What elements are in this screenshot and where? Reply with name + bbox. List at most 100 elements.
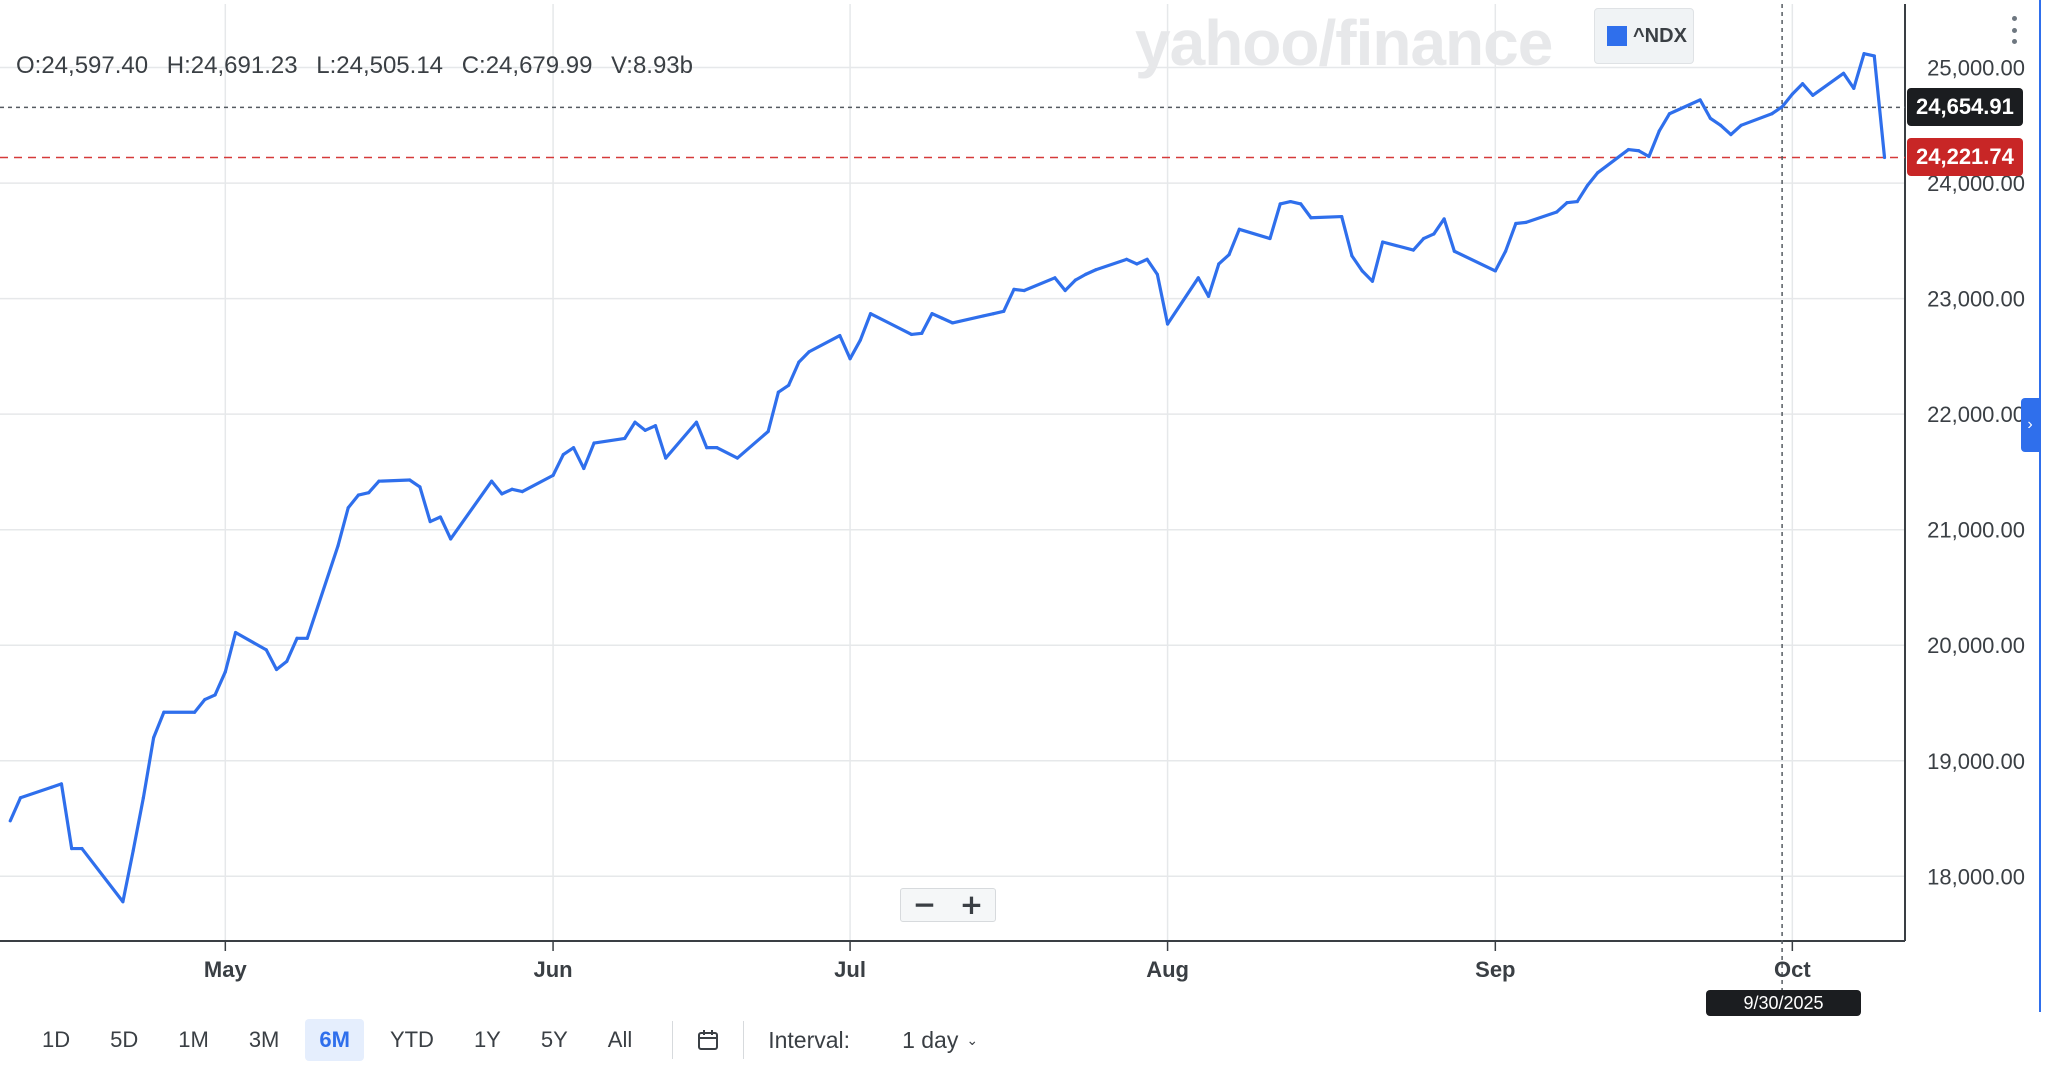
price-line-segment (1780, 92, 1794, 109)
toolbar-divider (743, 1021, 745, 1059)
volume-value: V:8.93b (611, 52, 693, 79)
price-line-segment (418, 485, 432, 524)
price-line-segment (848, 338, 862, 361)
price-line-segment (1155, 272, 1170, 326)
x-tick-label: Jul (834, 957, 866, 982)
price-line-segment (838, 333, 852, 361)
x-tick-label: May (204, 957, 248, 982)
range-all-button[interactable]: All (594, 1019, 646, 1061)
price-line-segment (797, 350, 811, 364)
price-line-segment (1729, 123, 1743, 137)
low-value: L:24,505.14 (316, 52, 444, 79)
price-line-segment (807, 333, 842, 354)
price-line-segment (1053, 276, 1067, 293)
range-6m-button[interactable]: 6M (305, 1019, 364, 1061)
price-line-segment (510, 487, 524, 494)
price-line-segment (664, 420, 699, 460)
kebab-menu-icon[interactable] (2008, 16, 2020, 44)
price-line-segment (367, 479, 381, 495)
price-line-segment (264, 648, 279, 672)
price-line-segment (920, 312, 934, 335)
price-line-segment (950, 314, 985, 325)
price-line-segment (336, 506, 350, 548)
price-line-segment (1227, 227, 1241, 257)
price-line-segment (1145, 257, 1159, 276)
price-line-segment (1811, 71, 1846, 97)
price-line-segment (49, 782, 64, 789)
price-line-segment (858, 312, 873, 342)
price-line-segment (408, 478, 422, 489)
price-line-segment (694, 420, 709, 450)
range-ytd-button[interactable]: YTD (376, 1019, 448, 1061)
price-line-segment (8, 796, 23, 823)
range-1m-button[interactable]: 1M (164, 1019, 223, 1061)
price-line-segment (981, 312, 996, 318)
high-value: H:24,691.23 (166, 52, 298, 79)
price-line-segment (1841, 71, 1856, 90)
price-line-segment (1411, 236, 1426, 252)
price-line-segment (1135, 257, 1149, 266)
price-line-segment (1432, 217, 1446, 236)
price-line-segment (1381, 240, 1415, 252)
price-line-segment (1125, 257, 1139, 266)
price-line-segment (1084, 268, 1098, 276)
price-line-segment (1165, 276, 1200, 326)
price-line-segment (1647, 129, 1661, 159)
price-line-segment (233, 630, 268, 652)
price-line-segment (449, 479, 494, 541)
price-series (8, 52, 1887, 904)
price-line-segment (1626, 147, 1641, 153)
price-line-segment (1565, 199, 1579, 205)
price-line-segment (1790, 82, 1805, 96)
legend-label: ^NDX (1633, 24, 1687, 47)
legend-swatch (1607, 26, 1627, 46)
range-5d-button[interactable]: 5D (96, 1019, 152, 1061)
price-line-segment (141, 736, 156, 800)
price-line-segment (1094, 257, 1129, 272)
chevron-down-icon: ⌄ (966, 1031, 979, 1048)
y-tick-label: 22,000.00 (1927, 402, 2025, 427)
range-1y-button[interactable]: 1Y (460, 1019, 515, 1061)
price-line-segment (1442, 217, 1456, 253)
close-value: C:24,679.99 (461, 52, 593, 79)
y-tick-label: 23,000.00 (1927, 287, 2025, 312)
zoom-in-button[interactable]: + (948, 889, 995, 921)
price-line-segment (1309, 214, 1344, 220)
price-line-segment (1063, 278, 1078, 293)
price-line-segment (1012, 287, 1026, 293)
price-line-segment (633, 420, 647, 432)
y-tick-label: 25,000.00 (1927, 56, 2025, 81)
interval-dropdown[interactable]: 1 day ⌄ (896, 1026, 984, 1055)
price-line-segment (428, 515, 443, 524)
price-line-segment (1350, 254, 1364, 273)
price-line-segment (623, 420, 637, 441)
price-line-segment (582, 441, 596, 471)
range-1d-button[interactable]: 1D (28, 1019, 84, 1061)
price-line-segment (1237, 227, 1272, 241)
price-line-segment (1360, 269, 1375, 283)
price-line-segment (192, 697, 207, 714)
zoom-out-button[interactable]: − (901, 889, 948, 921)
x-tick-label: Aug (1146, 957, 1189, 982)
series-legend[interactable]: ^NDX (1594, 8, 1694, 64)
price-line-segment (152, 710, 166, 740)
range-3m-button[interactable]: 3M (235, 1019, 294, 1061)
range-5y-button[interactable]: 5Y (527, 1019, 582, 1061)
price-line-segment (592, 436, 627, 445)
price-line-segment (1002, 287, 1016, 313)
price-line-segment (991, 309, 1006, 316)
price-line-segment (18, 785, 53, 800)
price-line-segment (285, 636, 299, 664)
price-line-segment (715, 446, 740, 460)
price-line-segment (1217, 253, 1231, 266)
calendar-icon[interactable] (691, 1020, 725, 1060)
price-line-segment (1493, 249, 1508, 273)
x-tick-label: Oct (1774, 957, 1811, 982)
chart-toolbar: 1D 5D 1M 3M 6M YTD 1Y 5Y All Interval: 1… (0, 1018, 1200, 1062)
axes (0, 0, 2041, 1012)
price-line-segment (213, 670, 227, 697)
price-line-segment (1503, 221, 1518, 253)
price-line-segment (1596, 147, 1631, 175)
chevron-right-icon[interactable]: › (2021, 398, 2039, 452)
